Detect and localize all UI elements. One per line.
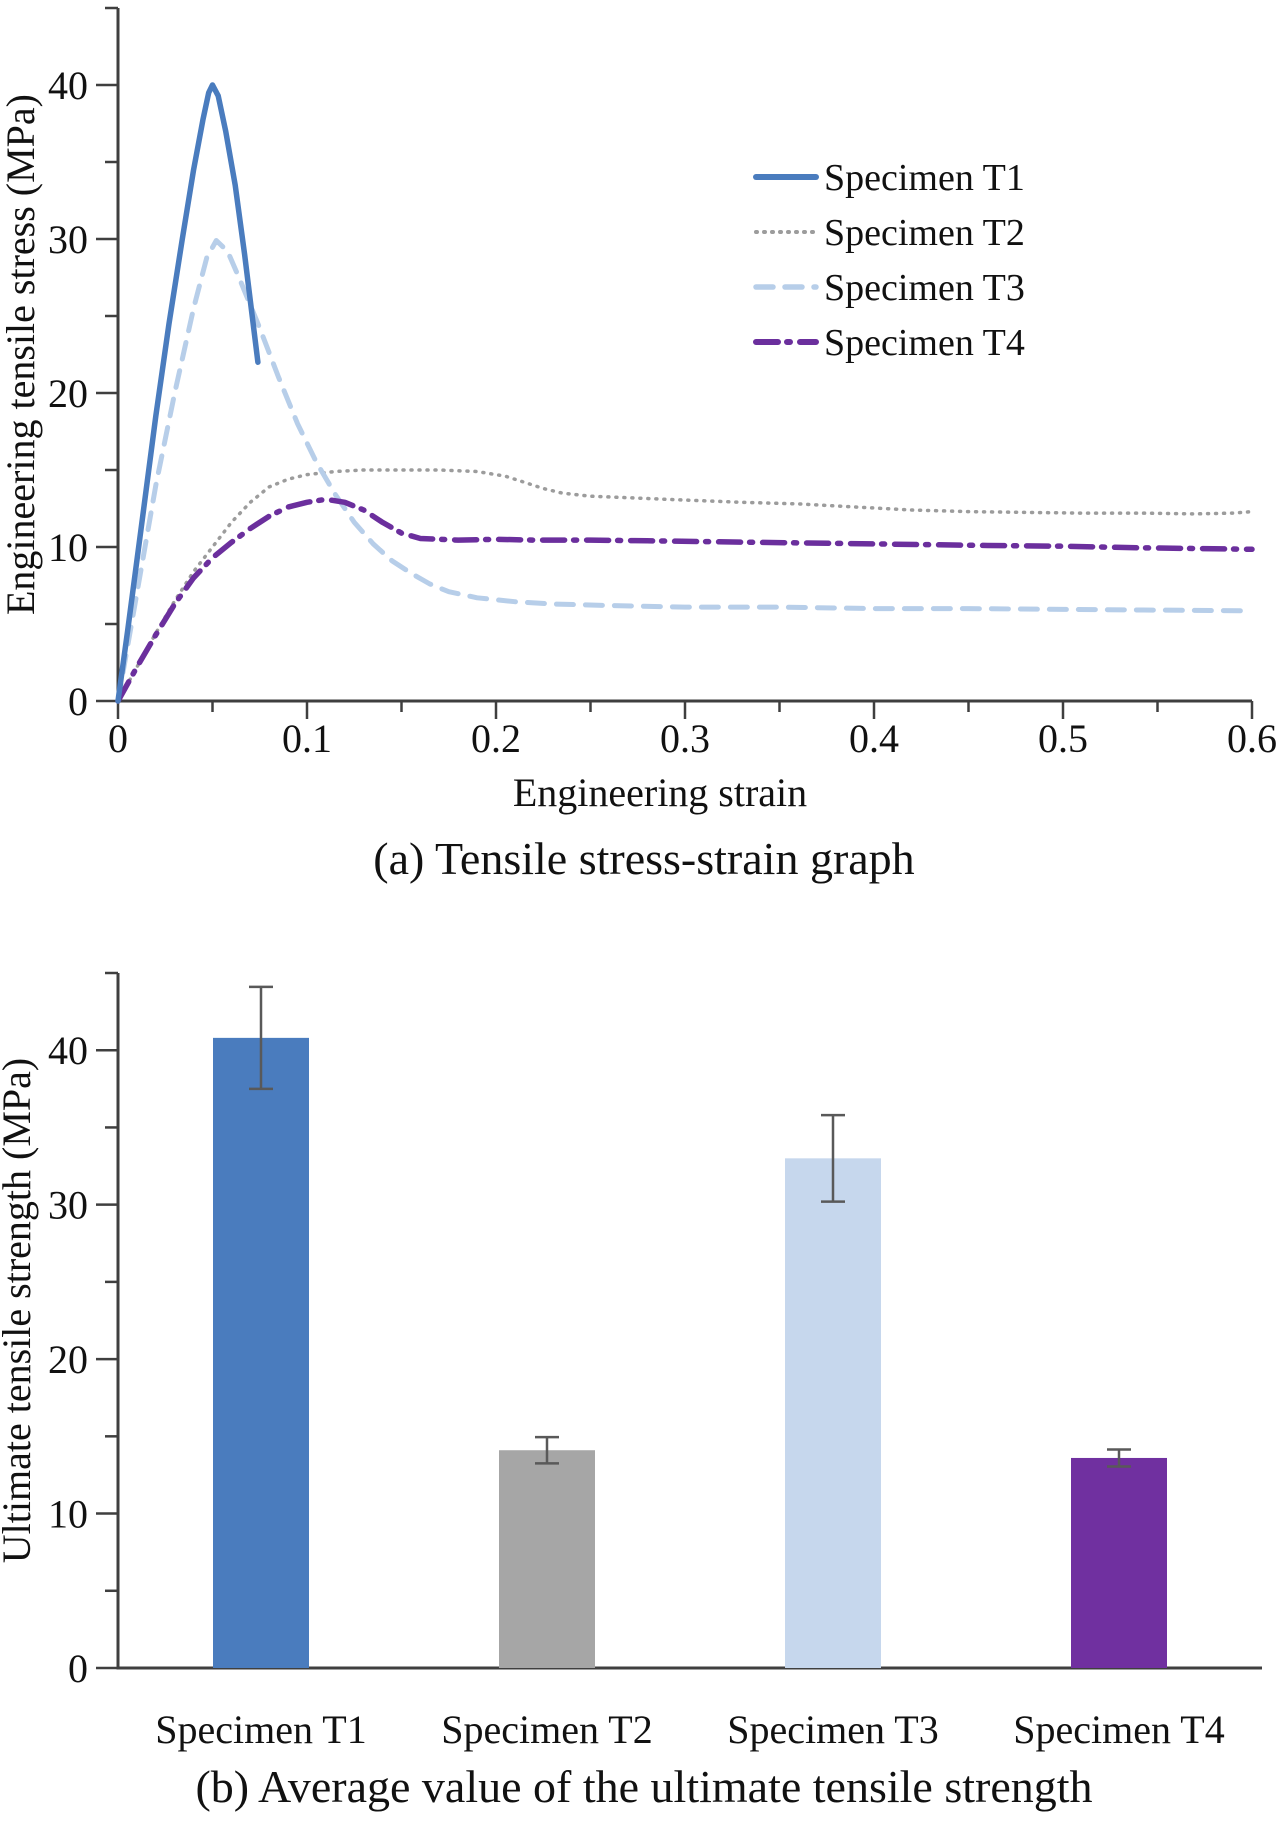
category-label: Specimen T3 <box>727 1707 938 1752</box>
x-tick-label: 0.1 <box>282 716 332 761</box>
axes <box>96 6 1254 719</box>
x-tick-label: 0.4 <box>849 716 899 761</box>
category-label: Specimen T2 <box>441 1707 652 1752</box>
error-bars <box>249 985 1131 1468</box>
category-label: Specimen T4 <box>1013 1707 1224 1752</box>
stress-strain-line-chart: 0 10 20 30 40 0 0.1 0.2 0.3 0.4 0.5 0.6 Engineering … <box>0 6 1277 815</box>
legend-label: Specimen T4 <box>824 322 1025 364</box>
y-tick-label: 10 <box>48 1492 88 1537</box>
x-tick-label: 0.3 <box>660 716 710 761</box>
x-tick-label: 0 <box>108 716 128 761</box>
x-tick-label: 0.6 <box>1227 716 1277 761</box>
category-label: Specimen T1 <box>155 1707 366 1752</box>
y-axis-title: Ultimate tensile strength (MPa) <box>0 1058 39 1563</box>
series-line-specimen-t3 <box>115 238 1255 704</box>
legend-label: Specimen T3 <box>824 267 1025 309</box>
series-line-specimen-t1 <box>115 82 261 704</box>
y-tick-label: 20 <box>48 1337 88 1382</box>
y-tick-label: 40 <box>48 1028 88 1073</box>
y-tick-label: 30 <box>48 1183 88 1228</box>
bar-specimen-t1 <box>213 1037 309 1668</box>
legend-label: Specimen T2 <box>824 212 1025 254</box>
x-tick-label: 0.2 <box>471 716 521 761</box>
legend: Specimen T1 Specimen T2 Specimen T3 Specime… <box>753 157 1025 364</box>
y-tick-label: 20 <box>48 371 88 416</box>
y-tick-label: 30 <box>48 217 88 262</box>
series-line-specimen-t4 <box>115 496 1255 704</box>
y-tick-label: 0 <box>68 1646 88 1691</box>
y-tick-label: 0 <box>68 679 88 724</box>
bar-specimen-t2 <box>499 1450 595 1668</box>
series-lines <box>115 82 1255 704</box>
caption-a: (a) Tensile stress-strain graph <box>373 833 915 884</box>
legend-label: Specimen T1 <box>824 157 1025 199</box>
y-tick-label: 10 <box>48 525 88 570</box>
x-tick-label: 0.5 <box>1038 716 1088 761</box>
x-axis-title: Engineering strain <box>513 770 807 815</box>
bar-specimen-t4 <box>1071 1457 1167 1668</box>
axis-labels: 0 10 20 30 40 0 0.1 0.2 0.3 0.4 0.5 0.6 Engineering … <box>0 63 1277 815</box>
y-axis-title: Engineering tensile stress (MPa) <box>0 94 43 615</box>
bar-specimen-t3 <box>785 1158 881 1668</box>
series-line-specimen-t2 <box>116 468 1254 703</box>
y-tick-label: 40 <box>48 63 88 108</box>
bars <box>213 1037 1167 1668</box>
caption-b: (b) Average value of the ultimate tensil… <box>195 1761 1093 1812</box>
